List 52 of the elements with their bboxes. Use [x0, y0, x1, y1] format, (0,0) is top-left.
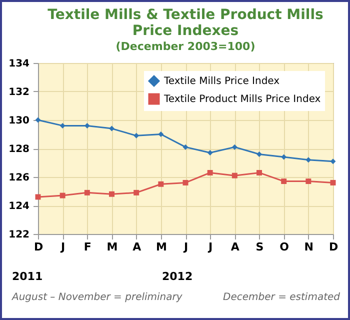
point — [84, 190, 90, 196]
text: 2011 — [12, 270, 43, 283]
point — [134, 132, 140, 138]
point — [182, 180, 188, 186]
point — [109, 191, 114, 197]
point — [158, 132, 164, 137]
point — [134, 190, 140, 196]
x-tick-label: O — [280, 240, 290, 254]
point — [232, 144, 238, 150]
x-tick-label: F — [84, 240, 92, 254]
x-tick-label: J — [208, 240, 213, 254]
x-tick-label: A — [132, 240, 142, 254]
point — [109, 126, 114, 132]
point — [35, 117, 41, 123]
point — [306, 157, 312, 163]
x-tick-label: N — [304, 240, 314, 254]
point — [330, 158, 336, 164]
text: December = estimated — [223, 292, 340, 303]
x-tick-label: M — [156, 240, 167, 254]
y-tick-label: 128 — [8, 144, 30, 155]
point — [207, 170, 213, 176]
chart-title: Textile Mills & Textile Product Mills Price Indexes — [48, 7, 324, 39]
point — [158, 181, 164, 187]
y-tick-label: 134 — [8, 58, 30, 70]
x-tick-label: D — [34, 240, 44, 254]
y-tick-label: 122 — [8, 230, 30, 240]
point — [232, 172, 238, 178]
y-tick-label: 124 — [8, 201, 30, 212]
x-tick-label: J — [182, 240, 188, 254]
legend-label: Textile Mills Price Index — [163, 76, 280, 87]
x-tick-label: J — [60, 240, 66, 254]
chart-subtitle: (December 2003=100) — [116, 40, 256, 53]
point — [182, 144, 188, 150]
point — [60, 192, 66, 198]
x-tick-label: S — [256, 240, 264, 254]
point — [281, 154, 287, 160]
point — [256, 170, 262, 176]
y-tick-label: 132 — [8, 87, 30, 98]
text: 2012 — [162, 270, 193, 283]
y-tick-label: 130 — [8, 116, 30, 126]
x-tick-label: D — [328, 240, 338, 254]
legend-label: Textile Product Mills Price Index — [163, 94, 321, 105]
point — [35, 194, 41, 200]
point — [256, 151, 262, 157]
point — [330, 180, 336, 186]
point — [281, 178, 287, 184]
y-tick-label: 126 — [8, 172, 30, 184]
x-tick-label: A — [230, 240, 240, 254]
point — [207, 150, 213, 156]
x-tick-label: M — [106, 240, 118, 254]
text: August – November = preliminary — [12, 292, 182, 303]
point — [306, 178, 312, 184]
